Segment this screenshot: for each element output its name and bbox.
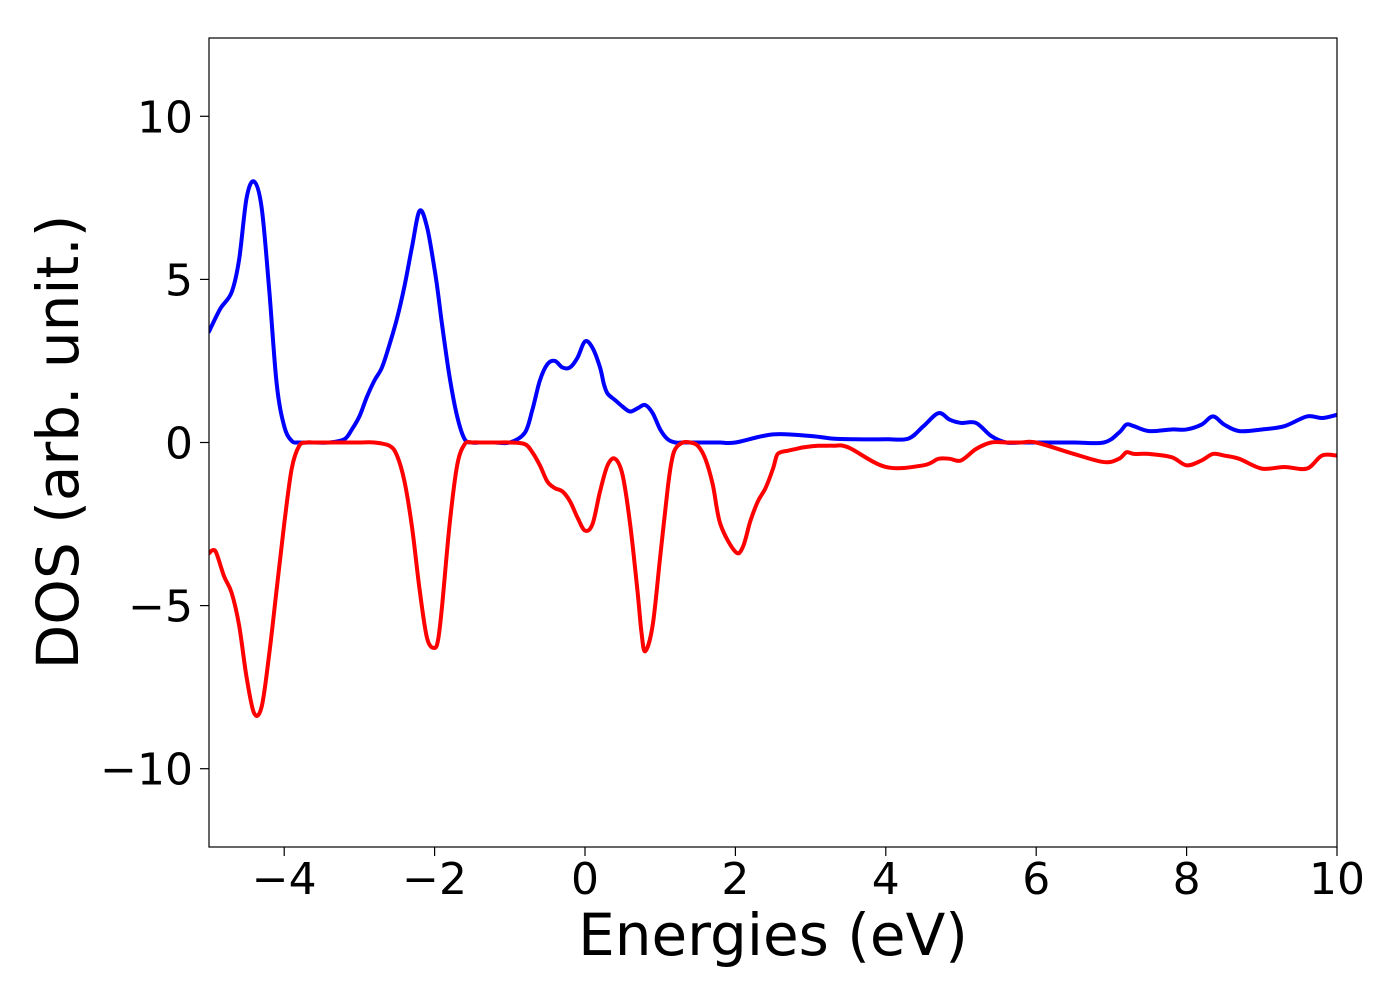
x-tick-label: −2 xyxy=(402,854,467,905)
x-tick-label: 10 xyxy=(1309,854,1365,905)
x-tick-label: 6 xyxy=(1022,854,1050,905)
x-tick-label: 2 xyxy=(721,854,749,905)
x-axis-label: Energies (eV) xyxy=(578,901,968,969)
x-axis: −4 −2 0 2 4 6 8 10 xyxy=(252,847,1365,905)
x-tick-label: 0 xyxy=(571,854,599,905)
x-tick-label: 8 xyxy=(1173,854,1201,905)
dos-series-line-blue xyxy=(209,179,1337,446)
x-tick-label: 4 xyxy=(872,854,900,905)
y-tick-label: −5 xyxy=(128,582,193,633)
dos-series-line-red xyxy=(209,439,1337,718)
y-tick-label: −10 xyxy=(100,745,193,796)
x-tick-label: −4 xyxy=(252,854,317,905)
y-axis-label: DOS (arb. unit.) xyxy=(24,215,92,670)
y-tick-label: 0 xyxy=(165,419,193,470)
y-tick-label: 10 xyxy=(137,92,193,143)
y-axis: 10 5 0 −5 −10 xyxy=(100,92,209,796)
y-tick-label: 5 xyxy=(165,255,193,306)
series-layer xyxy=(209,179,1337,718)
